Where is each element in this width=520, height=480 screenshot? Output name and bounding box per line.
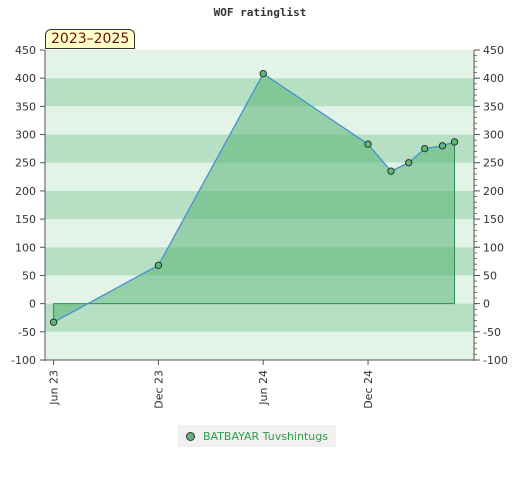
grid-band [45, 331, 474, 346]
y-tick-label-left: 0 [29, 298, 36, 311]
y-tick-label-right: 400 [483, 72, 504, 85]
y-tick-label-left: 350 [15, 100, 36, 113]
y-tick-label-left: 200 [15, 185, 36, 198]
grid-band [45, 345, 474, 360]
data-point [49, 318, 58, 326]
y-tick-label-right: 300 [483, 129, 504, 142]
y-tick-label-left: 450 [15, 44, 36, 57]
y-tick-label-right: 100 [483, 241, 504, 254]
x-tick-label: Dec 24 [362, 370, 375, 409]
y-tick-label-left: 400 [15, 72, 36, 85]
x-tick-label: Jun 24 [257, 370, 270, 406]
y-tick-label-right: 50 [483, 269, 497, 282]
data-point [387, 167, 395, 175]
y-tick-label-left: -100 [11, 354, 36, 367]
legend-series-label: BATBAYAR Tuvshintugs [203, 429, 328, 443]
y-tick-label-left: 300 [15, 129, 36, 142]
y-tick-label-right: 150 [483, 213, 504, 226]
x-tick-label: Jun 23 [48, 370, 61, 406]
x-tick-label: Dec 23 [152, 370, 165, 409]
data-point [438, 142, 447, 150]
data-point [154, 261, 163, 269]
y-tick-label-right: 0 [483, 298, 490, 311]
y-tick-label-left: 50 [22, 269, 36, 282]
y-tick-label-right: -100 [483, 354, 508, 367]
data-point [405, 159, 413, 167]
date-range-badge: 2023–2025 [45, 29, 136, 49]
y-tick-label-left: -50 [18, 326, 36, 339]
data-point [450, 138, 459, 146]
y-tick-label-right: -50 [483, 326, 501, 339]
data-point [421, 144, 429, 153]
grid-band [45, 317, 474, 332]
grid-band [45, 50, 474, 65]
y-tick-label-right: 350 [483, 100, 504, 113]
chart-title: WOF ratinglist [213, 6, 307, 19]
data-point [259, 70, 267, 78]
y-tick-label-right: 450 [483, 44, 504, 57]
grid-band [45, 303, 474, 318]
legend-marker-icon [186, 431, 195, 441]
y-tick-label-left: 100 [15, 241, 36, 254]
y-tick-label-left: 250 [15, 157, 36, 170]
y-tick-label-left: 150 [15, 213, 36, 226]
y-tick-label-right: 200 [483, 185, 504, 198]
grid-band [45, 64, 474, 79]
y-tick-label-right: 250 [483, 157, 504, 170]
data-point [364, 140, 372, 148]
legend[interactable]: BATBAYAR Tuvshintugs [178, 425, 336, 447]
